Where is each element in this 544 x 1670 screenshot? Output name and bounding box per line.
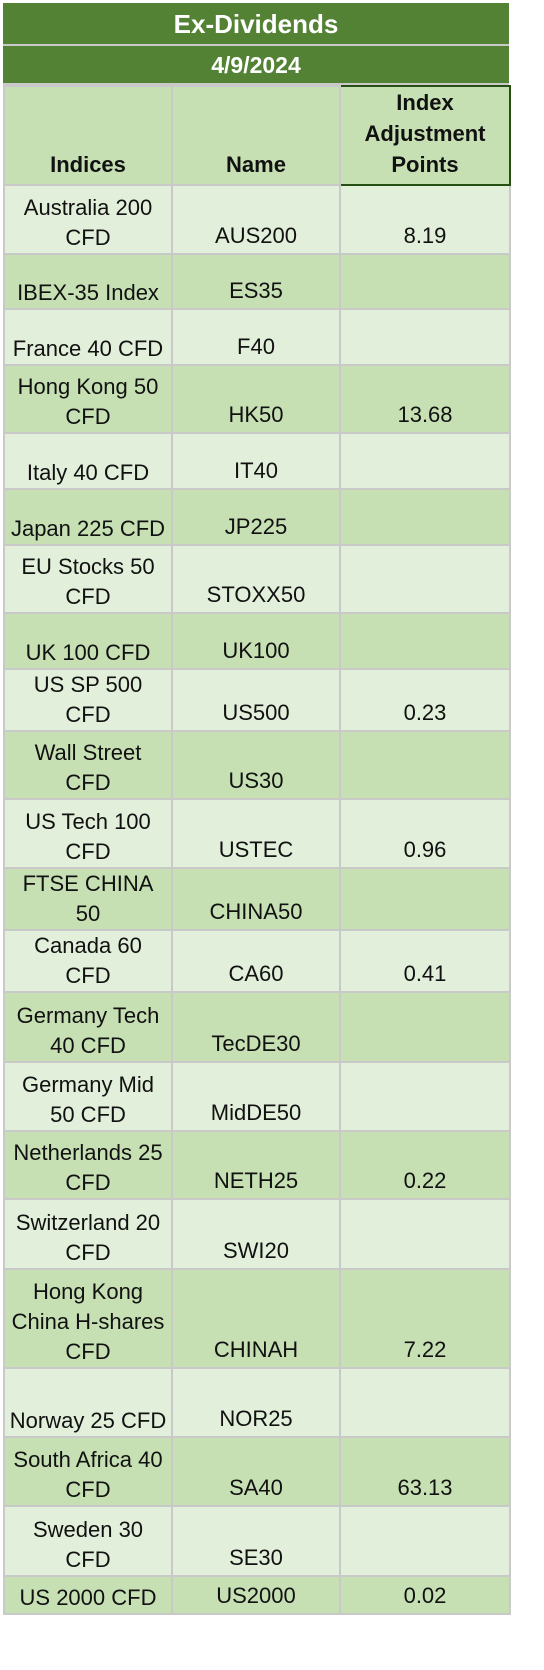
adjustment-cell — [339, 488, 511, 546]
adjustment-cell: 0.23 — [339, 668, 511, 732]
table-row: Germany Mid 50 CFD MidDE50 — [3, 1061, 511, 1132]
header-indices: Indices — [3, 85, 173, 186]
index-cell: US SP 500 CFD — [3, 668, 173, 732]
adjustment-cell: 63.13 — [339, 1436, 511, 1507]
index-cell: Canada 60 CFD — [3, 929, 173, 993]
table-row: EU Stocks 50 CFD STOXX50 — [3, 544, 511, 614]
name-cell: IT40 — [171, 432, 341, 490]
name-cell: JP225 — [171, 488, 341, 546]
name-cell: SA40 — [171, 1436, 341, 1507]
name-cell: CHINAH — [171, 1268, 341, 1369]
name-cell: UK100 — [171, 612, 341, 670]
table-row: South Africa 40 CFD SA40 63.13 — [3, 1436, 511, 1507]
adjustment-cell — [339, 544, 511, 614]
name-cell: US2000 — [171, 1575, 341, 1615]
index-cell: FTSE CHINA 50 — [3, 867, 173, 931]
name-cell: F40 — [171, 308, 341, 366]
table-row: Australia 200 CFD AUS200 8.19 — [3, 184, 511, 255]
index-cell: EU Stocks 50 CFD — [3, 544, 173, 614]
name-cell: US30 — [171, 730, 341, 800]
sheet-title: Ex-Dividends — [3, 3, 509, 46]
adjustment-cell — [339, 867, 511, 931]
name-cell: MidDE50 — [171, 1061, 341, 1132]
header-name: Name — [171, 85, 341, 186]
index-cell: Switzerland 20 CFD — [3, 1198, 173, 1270]
name-cell: NETH25 — [171, 1130, 341, 1200]
index-cell: IBEX-35 Index — [3, 253, 173, 310]
table-row: US 2000 CFD US2000 0.02 — [3, 1575, 511, 1615]
index-cell: Hong Kong 50 CFD — [3, 364, 173, 434]
adjustment-cell: 0.22 — [339, 1130, 511, 1200]
table-row: US SP 500 CFD US500 0.23 — [3, 668, 511, 732]
adjustment-cell — [339, 432, 511, 490]
table-row: Germany Tech 40 CFD TecDE30 — [3, 991, 511, 1063]
table-row: FTSE CHINA 50 CHINA50 — [3, 867, 511, 931]
table-row: Hong Kong 50 CFD HK50 13.68 — [3, 364, 511, 434]
table-row: UK 100 CFD UK100 — [3, 612, 511, 670]
adjustment-cell: 0.41 — [339, 929, 511, 993]
adjustment-cell: 8.19 — [339, 184, 511, 255]
name-cell: CHINA50 — [171, 867, 341, 931]
adjustment-cell — [339, 253, 511, 310]
adjustment-cell: 13.68 — [339, 364, 511, 434]
table-row: Sweden 30 CFD SE30 — [3, 1505, 511, 1577]
name-cell: CA60 — [171, 929, 341, 993]
index-cell: South Africa 40 CFD — [3, 1436, 173, 1507]
index-cell: Netherlands 25 CFD — [3, 1130, 173, 1200]
adjustment-cell: 0.02 — [339, 1575, 511, 1615]
name-cell: AUS200 — [171, 184, 341, 255]
name-cell: NOR25 — [171, 1367, 341, 1438]
table-body: Australia 200 CFD AUS200 8.19 IBEX-35 Index… — [3, 184, 511, 1615]
adjustment-cell — [339, 991, 511, 1063]
index-cell: Norway 25 CFD — [3, 1367, 173, 1438]
index-cell: US 2000 CFD — [3, 1575, 173, 1615]
sheet-date: 4/9/2024 — [3, 46, 509, 85]
adjustment-cell — [339, 1367, 511, 1438]
index-cell: US Tech 100 CFD — [3, 798, 173, 869]
name-cell: US500 — [171, 668, 341, 732]
index-cell: Germany Tech 40 CFD — [3, 991, 173, 1063]
index-cell: Germany Mid 50 CFD — [3, 1061, 173, 1132]
index-cell: Wall Street CFD — [3, 730, 173, 800]
name-cell: USTEC — [171, 798, 341, 869]
table-row: Canada 60 CFD CA60 0.41 — [3, 929, 511, 993]
adjustment-cell — [339, 1061, 511, 1132]
table-row: Hong Kong China H-shares CFD CHINAH 7.22 — [3, 1268, 511, 1369]
table-row: Japan 225 CFD JP225 — [3, 488, 511, 546]
adjustment-cell — [339, 308, 511, 366]
name-cell: STOXX50 — [171, 544, 341, 614]
index-cell: Italy 40 CFD — [3, 432, 173, 490]
index-cell: Japan 225 CFD — [3, 488, 173, 546]
adjustment-cell — [339, 1198, 511, 1270]
index-cell: UK 100 CFD — [3, 612, 173, 670]
index-cell: Australia 200 CFD — [3, 184, 173, 255]
table-row: Wall Street CFD US30 — [3, 730, 511, 800]
table-row: Netherlands 25 CFD NETH25 0.22 — [3, 1130, 511, 1200]
name-cell: TecDE30 — [171, 991, 341, 1063]
table-row: Italy 40 CFD IT40 — [3, 432, 511, 490]
table-row: Switzerland 20 CFD SWI20 — [3, 1198, 511, 1270]
name-cell: ES35 — [171, 253, 341, 310]
name-cell: HK50 — [171, 364, 341, 434]
adjustment-cell — [339, 612, 511, 670]
header-adjustment-points: Index Adjustment Points — [339, 85, 511, 186]
adjustment-cell — [339, 1505, 511, 1577]
adjustment-cell: 7.22 — [339, 1268, 511, 1369]
adjustment-cell: 0.96 — [339, 798, 511, 869]
ex-dividends-sheet: Ex-Dividends 4/9/2024 Indices Name Index… — [3, 3, 511, 1615]
table-row: Norway 25 CFD NOR25 — [3, 1367, 511, 1438]
name-cell: SE30 — [171, 1505, 341, 1577]
table-row: US Tech 100 CFD USTEC 0.96 — [3, 798, 511, 869]
table-row: France 40 CFD F40 — [3, 308, 511, 366]
adjustment-cell — [339, 730, 511, 800]
name-cell: SWI20 — [171, 1198, 341, 1270]
table-row: IBEX-35 Index ES35 — [3, 253, 511, 310]
index-cell: Hong Kong China H-shares CFD — [3, 1268, 173, 1369]
index-cell: France 40 CFD — [3, 308, 173, 366]
index-cell: Sweden 30 CFD — [3, 1505, 173, 1577]
dividends-table: Indices Name Index Adjustment Points Aus… — [3, 85, 511, 1615]
